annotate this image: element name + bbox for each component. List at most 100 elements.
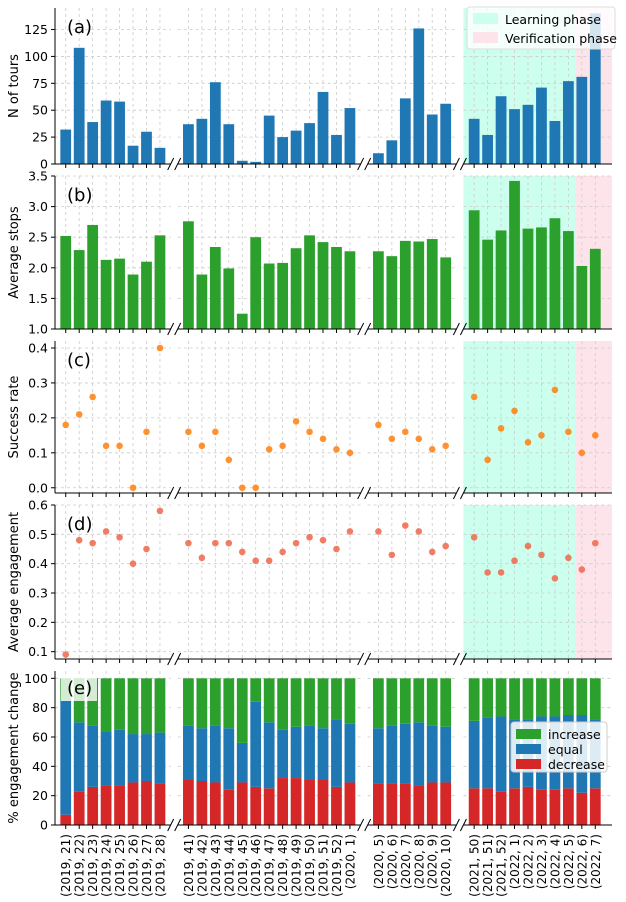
y-tick-label: 0: [40, 157, 48, 172]
bar-(2019, 46): [250, 237, 262, 329]
x-tick-label: (2019, 46): [249, 834, 263, 897]
x-tick-label: (2021, 51): [481, 834, 495, 897]
point-(2019, 41): [185, 428, 192, 436]
x-tick-label: (2020, 6): [385, 834, 399, 889]
x-tick-label: (2019, 41): [182, 834, 196, 897]
bar-(2019, 44): [223, 124, 235, 164]
point-(2019, 49): [292, 418, 300, 425]
axis-break-mark: [364, 818, 372, 832]
bar-(2020, 7): [399, 240, 411, 329]
point-(2019, 26): [129, 484, 137, 492]
point-(2019, 46): [252, 484, 260, 492]
x-tick-label: (2019, 52): [330, 834, 344, 897]
bar-equal-(2019, 41): [183, 725, 194, 780]
x-tick-label: (2019, 48): [276, 834, 290, 897]
y-axis-label: % engagement change: [7, 672, 22, 823]
bar-(2020, 8): [413, 28, 425, 165]
bar-(2019, 26): [127, 274, 139, 329]
point-(2022, 6): [578, 566, 586, 573]
gridlines: [55, 341, 612, 493]
bar-increase-(2020, 7): [399, 678, 411, 724]
point-(2019, 45): [238, 484, 246, 492]
bar-(2019, 46): [250, 161, 262, 164]
x-tick-label: (2022, 4): [548, 834, 562, 889]
bar-(2019, 41): [183, 124, 194, 164]
bar-(2020, 5): [373, 153, 384, 164]
bar-equal-(2019, 50): [304, 725, 315, 780]
point-(2019, 28): [156, 344, 164, 352]
bar-decrease-(2020, 1): [344, 782, 356, 825]
bar-(2019, 44): [223, 268, 235, 329]
bar-equal-(2019, 48): [277, 729, 289, 779]
axis-break-mark: [167, 322, 175, 336]
x-tick-labels: (2019, 21) (2019, 22) (2019, 23) (2019, 24)…: [59, 834, 603, 897]
x-tick-label: (2020, 5): [372, 834, 386, 889]
x-tick-label: (2019, 21): [59, 834, 73, 897]
point-(2022, 5): [565, 428, 572, 436]
bar-(2019, 50): [304, 123, 315, 164]
x-tick-label: (2019, 51): [317, 834, 331, 897]
point-(2019, 21): [62, 421, 70, 429]
bar-(2022, 6): [576, 76, 588, 164]
bar-increase-(2022, 4): [549, 678, 561, 717]
bar-decrease-(2019, 50): [304, 779, 315, 825]
point-(2020, 8): [415, 528, 423, 535]
bar-equal-(2019, 25): [114, 729, 125, 786]
bar-equal-(2020, 9): [426, 725, 438, 783]
bar-decrease-(2019, 47): [263, 788, 275, 825]
bar-(2019, 42): [196, 118, 208, 164]
bar-equal-(2019, 45): [236, 742, 248, 783]
bar-equal-(2019, 28): [154, 732, 166, 784]
bar-(2019, 26): [127, 145, 139, 164]
y-tick-label: 0.4: [28, 556, 48, 571]
bar-(2019, 49): [290, 130, 302, 164]
point-(2019, 23): [89, 539, 96, 547]
bar-(2019, 49): [290, 248, 302, 329]
bar-decrease-(2019, 22): [73, 791, 85, 825]
bar-equal-(2019, 49): [290, 726, 302, 779]
bar-decrease-(2019, 48): [277, 778, 289, 825]
point-(2019, 51): [319, 435, 327, 443]
bar-decrease-(2019, 27): [141, 781, 152, 825]
point-(2021, 51): [484, 456, 491, 464]
bar-(2019, 25): [114, 101, 125, 164]
legend-swatch-learning: [473, 13, 498, 24]
axis-break-mark: [167, 818, 175, 832]
axis-break-mark: [364, 322, 372, 336]
bar-(2022, 1): [509, 109, 520, 164]
point-(2019, 25): [116, 533, 123, 541]
bar-equal-(2020, 7): [399, 723, 411, 784]
point-(2019, 50): [306, 533, 313, 541]
y-tick-label: 0.6: [28, 498, 48, 513]
bar-equal-(2019, 27): [141, 734, 152, 781]
bar-(2020, 10): [440, 257, 452, 329]
x-tick-label: (2020, 10): [439, 834, 453, 897]
bar-equal-(2021, 50): [468, 720, 480, 789]
point-(2022, 5): [565, 554, 572, 562]
bar-increase-(2019, 23): [87, 678, 99, 726]
x-tick-label: (2020, 1): [343, 834, 357, 889]
point-(2019, 22): [75, 411, 83, 418]
bar-(2021, 52): [495, 96, 507, 164]
y-tick-label: 1.5: [28, 291, 48, 306]
point-(2020, 6): [388, 435, 396, 443]
panel-label-box: [61, 675, 97, 701]
learning-phase-band: [463, 341, 576, 493]
x-tick-label: (2019, 26): [127, 834, 141, 897]
point-(2020, 8): [415, 435, 423, 443]
point-(2022, 4): [551, 386, 559, 394]
legend-swatch-decrease: [516, 759, 541, 769]
bar-(2021, 50): [468, 210, 480, 329]
bar-increase-(2019, 52): [331, 678, 342, 720]
legend-label-equal: equal: [548, 742, 583, 757]
point-(2020, 10): [442, 442, 449, 450]
point-(2019, 24): [102, 442, 110, 450]
learning-phase-band: [463, 505, 576, 659]
bar-decrease-(2021, 51): [482, 788, 493, 825]
y-tick-label: 0.5: [28, 527, 48, 542]
bar-equal-(2019, 43): [209, 725, 221, 783]
bar-decrease-(2019, 45): [236, 782, 248, 825]
axis-break-mark: [174, 652, 182, 666]
point-(2019, 23): [89, 393, 96, 401]
bar-increase-(2019, 41): [183, 678, 194, 726]
